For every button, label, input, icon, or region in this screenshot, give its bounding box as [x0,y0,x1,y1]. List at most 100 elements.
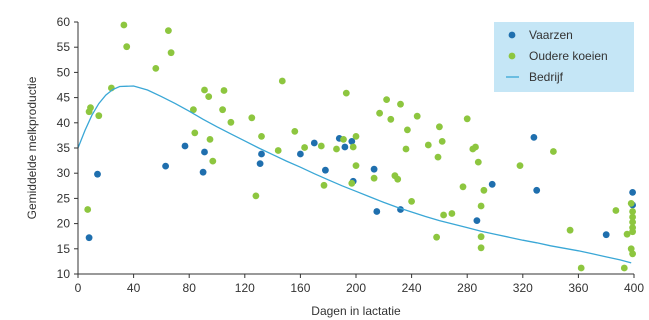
data-point [348,138,356,145]
data-point [397,100,404,108]
x-tick-label: 120 [235,281,255,295]
data-point [167,49,175,57]
data-point [348,179,356,187]
y-tick-label: 55 [57,40,71,54]
data-point [181,142,189,150]
data-point [333,145,340,153]
data-point [320,181,328,189]
data-point [341,143,349,151]
data-point [191,129,199,137]
data-point [629,213,636,221]
legend-dot-swatch [508,52,516,60]
y-tick-label: 40 [57,116,71,130]
data-point [629,208,636,215]
data-point [459,183,467,191]
data-point [533,186,541,194]
data-point [209,157,217,165]
data-point [201,86,208,94]
series-oudere-koeien [84,21,636,272]
data-point [258,133,265,140]
data-point [488,180,496,188]
data-point [530,134,538,141]
y-tick-label: 60 [57,15,71,29]
data-point [394,175,402,183]
data-point [219,106,227,114]
y-ticks: 10 15 20 25 30 35 40 45 50 55 60 [57,15,78,281]
x-tick-label: 360 [568,281,588,295]
data-point [85,234,93,242]
data-point [342,89,350,97]
data-point [463,115,471,123]
y-tick-label: 15 [57,242,71,256]
y-tick-label: 20 [57,217,71,231]
data-point [623,230,631,238]
data-point [349,143,357,151]
data-point [297,150,304,158]
legend-items: Vaarzen Oudere koeien Bedrijf [506,28,608,84]
y-tick-label: 10 [57,267,71,281]
data-point [256,160,264,168]
data-point [120,21,128,29]
data-point [477,233,485,241]
data-point [123,43,131,51]
data-point [472,143,479,151]
data-point [322,166,329,174]
x-tick-label: 160 [290,281,310,295]
data-point [220,87,228,94]
data-point [550,148,557,155]
x-axis-title: Dagen in lactatie [311,304,401,318]
x-tick-label: 280 [457,281,477,295]
data-point [477,202,485,210]
data-point [248,114,256,122]
data-point [252,192,260,200]
data-point [199,168,207,176]
data-point [317,142,325,150]
data-point [95,112,103,120]
y-tick-label: 50 [57,65,71,79]
data-point [434,153,442,161]
data-point [566,226,574,234]
data-point [424,141,432,149]
data-point [436,123,443,131]
data-point [620,264,628,272]
x-tick-label: 400 [624,281,644,295]
data-point [352,162,360,170]
data-point [629,250,636,258]
x-tick-label: 0 [75,281,82,295]
data-point [629,218,636,226]
data-point [291,127,299,135]
y-tick-label: 45 [57,91,71,105]
data-point [162,162,170,170]
data-point [301,144,308,151]
data-point [310,139,318,147]
series-bedrijf [77,85,632,264]
data-point [278,77,286,85]
data-point [84,206,92,213]
plot-area [77,21,636,272]
x-tick-label: 40 [127,281,141,295]
series-line [77,85,632,264]
data-point [627,200,635,207]
data-point [152,65,160,72]
data-point [87,104,94,112]
data-point [370,165,378,173]
data-point [402,145,410,153]
axes: 0 40 80 120 160 200 240 280 320 360 400 10 15 20 25 30… [57,15,645,295]
data-point [373,208,381,215]
y-axis-title: Gemiddelde melkproductie [25,76,39,219]
data-point [612,207,620,214]
data-point [408,198,415,205]
data-point [413,112,421,120]
legend-dot-swatch [508,31,516,39]
data-point [340,136,347,143]
legend-label: Bedrijf [529,70,564,84]
y-tick-label: 25 [57,191,71,205]
data-point [577,264,585,272]
data-point [227,118,235,126]
x-tick-label: 320 [513,281,533,295]
data-point [205,93,213,100]
data-point [274,147,282,154]
data-point [473,217,481,225]
data-point [404,126,411,134]
